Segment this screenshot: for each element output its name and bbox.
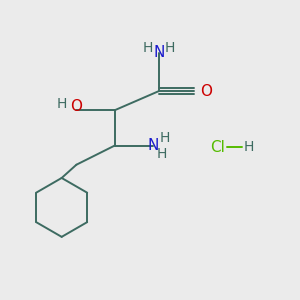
Text: H: H <box>244 140 254 154</box>
Text: H: H <box>160 131 170 145</box>
Text: N: N <box>153 45 164 60</box>
Text: Cl: Cl <box>210 140 225 154</box>
Text: H: H <box>142 40 153 55</box>
Text: O: O <box>200 84 212 99</box>
Text: O: O <box>70 99 83 114</box>
Text: H: H <box>56 97 67 111</box>
Text: N: N <box>147 138 159 153</box>
Text: H: H <box>157 147 167 161</box>
Text: H: H <box>165 40 175 55</box>
